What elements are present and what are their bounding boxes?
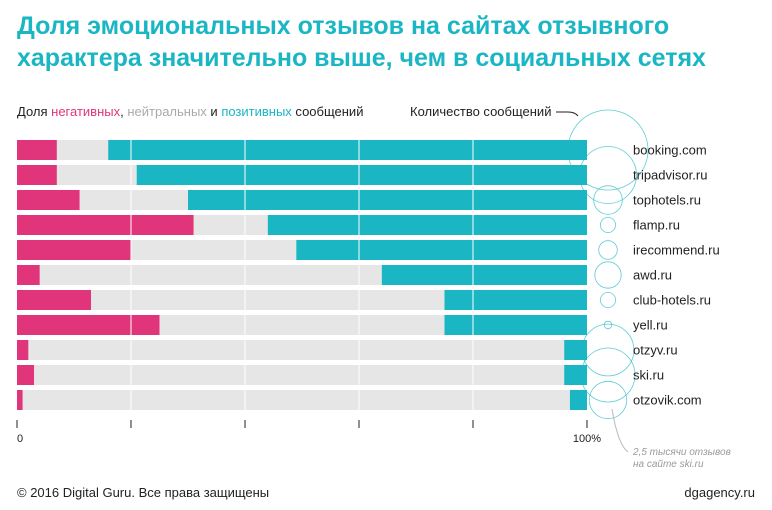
count-circle-9	[581, 323, 635, 377]
site-label-1: booking.com	[633, 143, 707, 158]
count-circle-5	[598, 240, 618, 260]
legend-sep2: и	[206, 104, 222, 119]
bar-neutral-3	[79, 190, 188, 210]
bar-positive-10	[564, 365, 587, 385]
site-label-10: ski.ru	[633, 368, 664, 383]
bar-negative-6	[17, 265, 40, 285]
site-label-7: club-hotels.ru	[633, 293, 711, 308]
bar-positive-6	[381, 265, 587, 285]
bar-negative-11	[17, 390, 23, 410]
annotation-line-1: 2,5 тысячи отзывов	[633, 447, 731, 458]
bar-negative-8	[17, 315, 160, 335]
annotation-leader	[611, 408, 629, 453]
bar-positive-4	[267, 215, 587, 235]
legend-neutral: нейтральных	[127, 104, 207, 119]
bar-neutral-5	[131, 240, 297, 260]
count-circle-6	[594, 261, 622, 289]
count-circle-4	[600, 216, 617, 233]
bar-neutral-11	[22, 390, 570, 410]
legend-prefix: Доля	[17, 104, 52, 119]
bar-positive-9	[564, 340, 587, 360]
legend: Доля негативных, нейтральных и позитивны…	[17, 104, 363, 119]
count-circle-2	[579, 146, 637, 204]
count-circle-1	[567, 109, 649, 191]
count-circle-11	[588, 380, 628, 420]
site-label-6: awd.ru	[633, 268, 672, 283]
site-label-11: otzovik.com	[633, 393, 702, 408]
bar-neutral-2	[56, 165, 137, 185]
site-label-2: tripadvisor.ru	[633, 168, 707, 183]
count-circle-3	[593, 185, 623, 215]
message-count-label: Количество сообщений	[410, 104, 552, 119]
bar-negative-7	[17, 290, 92, 310]
site-label-8: yell.ru	[633, 318, 668, 333]
bar-neutral-4	[193, 215, 268, 235]
count-circle-8	[603, 320, 613, 330]
bar-neutral-9	[28, 340, 565, 360]
bar-negative-9	[17, 340, 29, 360]
site-label-3: tophotels.ru	[633, 193, 701, 208]
bar-neutral-10	[34, 365, 565, 385]
bar-negative-2	[17, 165, 57, 185]
site-label-4: flamp.ru	[633, 218, 680, 233]
chart-title: Доля эмоциональных отзывов на сайтах отз…	[17, 10, 757, 74]
bar-neutral-7	[91, 290, 445, 310]
bar-positive-3	[188, 190, 587, 210]
bar-positive-11	[569, 390, 587, 410]
site-link[interactable]: dgagency.ru	[684, 485, 755, 500]
legend-negative: негативных	[51, 104, 121, 119]
count-circle-7	[600, 291, 617, 308]
legend-suffix: сообщений	[291, 104, 364, 119]
bar-neutral-1	[56, 140, 109, 160]
bar-negative-1	[17, 140, 57, 160]
bar-negative-4	[17, 215, 194, 235]
legend-positive: позитивных	[221, 104, 292, 119]
bar-neutral-8	[159, 315, 445, 335]
bar-neutral-6	[39, 265, 382, 285]
bar-negative-5	[17, 240, 131, 260]
legend-sep1: ,	[120, 104, 128, 119]
bar-positive-5	[296, 240, 587, 260]
x-tick-label: 100%	[573, 433, 601, 445]
title-line-2: характера значительно выше, чем в социал…	[17, 44, 706, 72]
count-circle-10	[580, 347, 636, 403]
title-line-1: Доля эмоциональных отзывов на сайтах отз…	[17, 12, 670, 40]
bar-negative-10	[17, 365, 35, 385]
bar-positive-7	[444, 290, 587, 310]
bar-positive-1	[108, 140, 587, 160]
site-label-9: otzyv.ru	[633, 343, 678, 358]
size-annotation: 2,5 тысячи отзывов на сайте ski.ru	[633, 447, 763, 471]
bar-positive-2	[136, 165, 587, 185]
annotation-line-2: на сайте ski.ru	[633, 459, 704, 470]
copyright: © 2016 Digital Guru. Все права защищены	[17, 485, 270, 500]
x-tick-label: 0	[17, 433, 23, 445]
bar-negative-3	[17, 190, 80, 210]
count-label-leader	[556, 111, 579, 117]
site-label-5: irecommend.ru	[633, 243, 720, 258]
bar-positive-8	[444, 315, 587, 335]
